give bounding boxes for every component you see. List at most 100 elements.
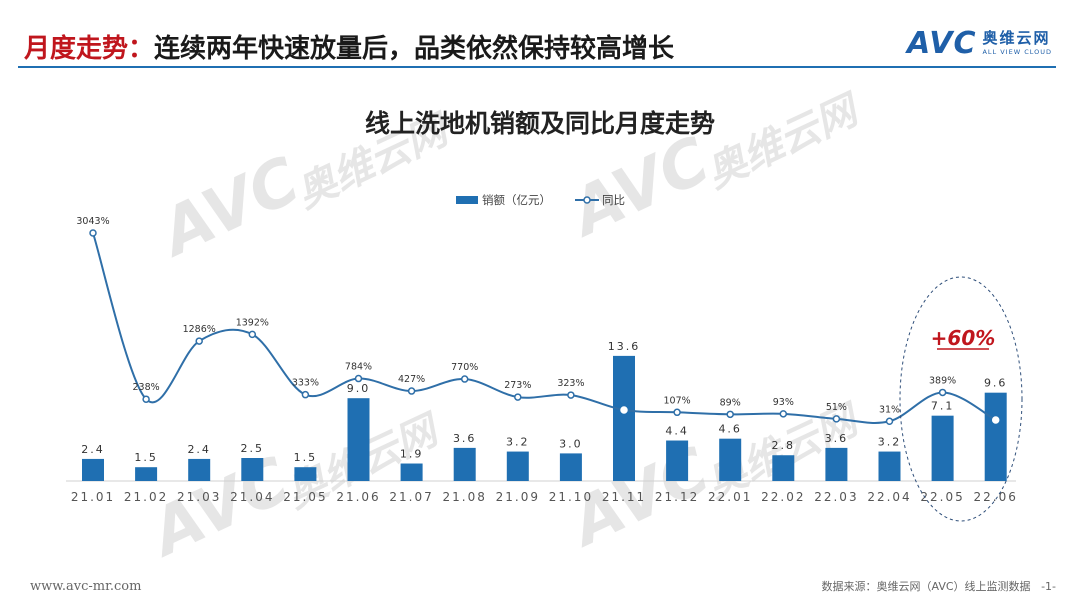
bar-21.06 bbox=[347, 398, 370, 481]
bar-label-21.06: 9.0 bbox=[347, 382, 371, 395]
yoy-label-22.04: 31% bbox=[879, 404, 900, 415]
x-tick-21.06: 21.06 bbox=[336, 490, 380, 504]
footer-page-number: -1- bbox=[1041, 580, 1056, 593]
bar-label-22.01: 4.6 bbox=[718, 423, 742, 436]
yoy-label-21.01: 3043% bbox=[76, 216, 109, 227]
growth-annotation: +60% bbox=[931, 326, 996, 350]
bar-21.12 bbox=[666, 440, 689, 481]
yoy-point-21.04 bbox=[248, 330, 257, 339]
x-tick-22.05: 22.05 bbox=[920, 490, 964, 504]
bar-21.04 bbox=[241, 458, 264, 481]
bar-22.03 bbox=[825, 447, 848, 481]
yoy-label-21.10: 323% bbox=[557, 378, 584, 389]
bar-label-21.02: 1.5 bbox=[134, 451, 158, 464]
bar-21.07 bbox=[400, 463, 423, 481]
bar-21.05 bbox=[294, 467, 317, 481]
footer-source-text: 数据来源：奥维云网（AVC）线上监测数据 bbox=[821, 580, 1031, 593]
bar-label-21.01: 2.4 bbox=[81, 443, 105, 456]
x-tick-21.05: 21.05 bbox=[283, 490, 327, 504]
page-title-lead: 月度走势： bbox=[24, 34, 155, 64]
bar-21.10 bbox=[559, 453, 582, 481]
yoy-point-21.11 bbox=[620, 406, 628, 414]
bar-label-21.08: 3.6 bbox=[453, 432, 477, 445]
x-tick-21.02: 21.02 bbox=[124, 490, 168, 504]
yoy-label-21.05: 333% bbox=[292, 378, 319, 389]
yoy-point-21.05 bbox=[301, 390, 310, 399]
page-title: 月度走势：连续两年快速放量后，品类依然保持较高增长 bbox=[24, 28, 674, 65]
legend-line-label: 同比 bbox=[602, 193, 625, 207]
x-tick-21.01: 21.01 bbox=[71, 490, 115, 504]
x-tick-21.12: 21.12 bbox=[655, 490, 699, 504]
yoy-point-22.01 bbox=[726, 410, 734, 419]
title-divider bbox=[18, 66, 1056, 68]
x-tick-22.01: 22.01 bbox=[708, 490, 752, 504]
bar-label-21.03: 2.4 bbox=[187, 443, 211, 456]
bar-22.06 bbox=[984, 392, 1007, 481]
bar-label-21.12: 4.4 bbox=[665, 425, 689, 438]
x-tick-21.09: 21.09 bbox=[496, 490, 540, 504]
yoy-point-21.07 bbox=[407, 387, 416, 395]
x-tick-22.04: 22.04 bbox=[867, 490, 911, 504]
bar-21.08 bbox=[453, 447, 476, 481]
legend-bar-swatch bbox=[456, 196, 478, 204]
x-tick-21.08: 21.08 bbox=[443, 490, 487, 504]
bar-label-22.04: 3.2 bbox=[878, 436, 902, 449]
x-tick-21.04: 21.04 bbox=[230, 490, 274, 504]
bar-label-21.05: 1.5 bbox=[294, 451, 318, 464]
x-tick-21.07: 21.07 bbox=[389, 490, 433, 504]
yoy-label-21.07: 427% bbox=[398, 374, 425, 385]
bar-label-21.07: 1.9 bbox=[400, 448, 424, 461]
yoy-label-22.01: 89% bbox=[720, 397, 741, 408]
x-tick-22.03: 22.03 bbox=[814, 490, 858, 504]
yoy-label-21.12: 107% bbox=[664, 395, 691, 406]
yoy-point-21.10 bbox=[567, 391, 575, 399]
bar-label-21.10: 3.0 bbox=[559, 437, 583, 450]
page-title-rest: 连续两年快速放量后，品类依然保持较高增长 bbox=[154, 34, 675, 64]
footer-website[interactable]: www.avc-mr.com bbox=[30, 579, 142, 594]
yoy-point-22.06 bbox=[991, 416, 1000, 424]
x-tick-21.11: 21.11 bbox=[602, 490, 646, 504]
bar-22.05 bbox=[931, 415, 954, 481]
yoy-point-21.03 bbox=[195, 337, 203, 345]
legend-line-marker bbox=[583, 196, 591, 204]
bar-label-22.03: 3.6 bbox=[825, 432, 849, 445]
logo-text: 奥维云网 ALL VIEW CLOUD bbox=[982, 31, 1052, 56]
bar-label-21.04: 2.5 bbox=[241, 442, 265, 455]
yoy-label-22.05: 389% bbox=[929, 375, 956, 386]
avc-logo: AVC 奥维云网 ALL VIEW CLOUD bbox=[907, 26, 1052, 61]
bar-21.09 bbox=[506, 451, 529, 481]
bar-21.11 bbox=[613, 355, 635, 481]
bar-21.01 bbox=[82, 458, 104, 481]
bar-21.02 bbox=[135, 467, 158, 481]
yoy-point-21.12 bbox=[673, 408, 681, 417]
bar-22.04 bbox=[878, 451, 901, 481]
yoy-point-22.02 bbox=[779, 410, 788, 418]
yoy-point-21.02 bbox=[142, 395, 150, 403]
yoy-label-21.03: 1286% bbox=[183, 324, 216, 335]
x-tick-21.03: 21.03 bbox=[177, 490, 221, 504]
yoy-label-22.02: 93% bbox=[773, 397, 794, 408]
yoy-label-22.03: 51% bbox=[826, 402, 847, 413]
yoy-point-22.04 bbox=[885, 417, 894, 426]
yoy-point-21.09 bbox=[514, 393, 522, 401]
yoy-label-21.09: 273% bbox=[504, 380, 531, 391]
bar-label-21.11: 13.6 bbox=[608, 340, 641, 353]
yoy-label-21.08: 770% bbox=[451, 362, 478, 373]
chart-title: 线上洗地机销额及同比月度走势 bbox=[364, 109, 715, 138]
highlight-ellipse bbox=[899, 276, 1023, 522]
yoy-point-21.08 bbox=[460, 375, 469, 383]
yoy-point-21.01 bbox=[89, 229, 97, 237]
logo-cn: 奥维云网 bbox=[982, 29, 1051, 48]
bar-label-22.06: 9.6 bbox=[984, 377, 1008, 390]
bar-22.01 bbox=[719, 438, 742, 481]
yoy-point-22.03 bbox=[832, 415, 841, 423]
x-tick-22.02: 22.02 bbox=[761, 490, 805, 504]
x-tick-22.06: 22.06 bbox=[974, 490, 1018, 504]
bar-label-22.02: 2.8 bbox=[772, 439, 796, 452]
logo-mark: AVC bbox=[907, 26, 977, 61]
yoy-line bbox=[92, 232, 997, 424]
bar-label-21.09: 3.2 bbox=[506, 436, 530, 449]
legend-bar-label: 销额（亿元） bbox=[482, 193, 551, 207]
yoy-label-21.04: 1392% bbox=[236, 317, 269, 328]
